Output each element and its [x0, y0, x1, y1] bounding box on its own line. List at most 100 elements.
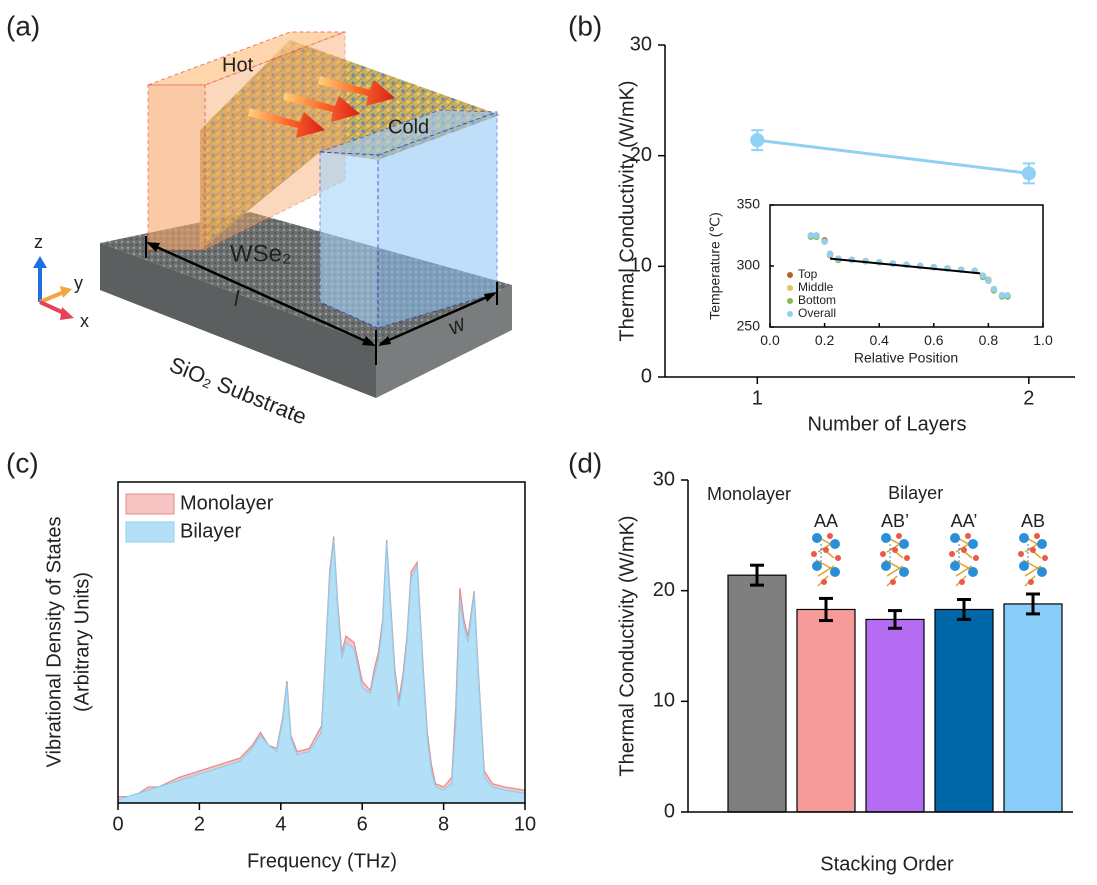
atom	[949, 551, 955, 557]
category-label: AB’	[881, 511, 909, 531]
panel-label: (b)	[568, 10, 602, 41]
chart-bar: (d) Stacking Order Thermal Conductivity (W…	[568, 447, 1073, 875]
area-fill	[118, 539, 525, 803]
cold-box	[377, 111, 498, 329]
stacking-icon	[1018, 533, 1048, 587]
legend-label: Bottom	[798, 293, 836, 307]
atom	[950, 533, 960, 543]
point	[807, 232, 815, 239]
point	[813, 232, 820, 239]
arrowhead	[362, 336, 376, 346]
bond	[817, 565, 835, 577]
y-axis-label: Temperature (℃)	[707, 212, 723, 320]
atom	[890, 579, 896, 585]
y-tick-label: 10	[653, 690, 675, 712]
atom	[1028, 579, 1034, 585]
legend-label: Bilayer	[180, 520, 241, 542]
atom	[1019, 561, 1029, 571]
y-axis-label: Thermal Conductivity (W/mK)	[616, 80, 638, 341]
atom	[950, 561, 960, 571]
x-tick-label: 2	[1023, 387, 1034, 409]
x-tick-label: 0	[112, 813, 123, 835]
atom	[830, 539, 840, 549]
y-tick-label: 20	[653, 579, 675, 601]
x-axis-label: Frequency (THz)	[247, 850, 397, 872]
atom	[830, 567, 840, 577]
atom	[812, 533, 822, 543]
chart-scatter: Relative Position Temperature (℃) 250 300 35…	[707, 196, 1053, 366]
stacking-icon	[949, 533, 979, 587]
legend-marker	[787, 272, 793, 278]
legend-swatch	[125, 493, 175, 515]
atom	[1034, 533, 1040, 539]
chart-line: (b) Number of Layers Thermal Conductivity …	[568, 10, 1075, 435]
x-axis-label: Relative Position	[854, 350, 958, 366]
x-tick-label: 0.0	[760, 332, 780, 348]
point	[990, 285, 998, 293]
fit-line	[829, 257, 981, 275]
arrowhead	[484, 292, 497, 302]
atom	[973, 555, 979, 561]
panel-label: (c)	[6, 447, 39, 478]
atom	[959, 579, 965, 585]
axis-name: y	[74, 273, 83, 293]
stacking-icon	[880, 533, 910, 587]
atom	[880, 551, 886, 557]
point	[826, 250, 834, 257]
y-tick-label: 250	[737, 318, 761, 334]
y-axis-label: Thermal Conductivity (W/mK)	[616, 515, 638, 776]
atom	[1037, 539, 1047, 549]
atom	[899, 567, 909, 577]
hot-box	[147, 31, 346, 86]
atom	[965, 533, 971, 539]
y-tick-label: 0	[664, 800, 675, 822]
atom	[811, 551, 817, 557]
bond	[955, 565, 973, 577]
y-tick-label: 10	[630, 255, 652, 277]
atom	[1042, 555, 1048, 561]
cold-box	[319, 151, 379, 329]
panel-label: (d)	[568, 447, 602, 478]
atom	[1019, 533, 1029, 543]
x-tick-label: 0.8	[979, 332, 999, 348]
point	[1021, 166, 1036, 181]
bar	[727, 574, 787, 813]
point	[750, 133, 765, 148]
legend-swatch	[125, 521, 175, 543]
substrate-side	[376, 285, 512, 398]
atom	[892, 547, 898, 553]
arrowhead	[378, 336, 391, 346]
group-label: Bilayer	[888, 483, 943, 503]
bond	[1024, 565, 1042, 577]
panel-label: (a)	[6, 10, 40, 41]
y-tick-label: 30	[630, 33, 652, 55]
substrate-side	[100, 243, 376, 398]
area-line	[117, 539, 526, 801]
y-tick-label: 350	[737, 196, 761, 212]
category-label: AB	[1021, 511, 1045, 531]
atom	[1037, 567, 1047, 577]
y-tick-label: 30	[653, 468, 675, 490]
plot-frame	[117, 481, 526, 804]
arrowhead	[60, 286, 72, 298]
cold-label: Cold	[388, 116, 429, 138]
hot-label: Hot	[222, 54, 254, 76]
heat-arrow	[318, 76, 395, 106]
arrowhead	[146, 242, 160, 252]
atom	[827, 533, 833, 539]
atom	[1030, 547, 1036, 553]
heat-arrow	[283, 92, 360, 122]
x-tick-label: 0.6	[924, 332, 944, 348]
atom	[968, 539, 978, 549]
legend-label: Middle	[798, 280, 834, 294]
legend-marker	[787, 298, 793, 304]
panel-a: (a) Hot Cold WSe₂ l w SiO₂ Substrate	[6, 10, 512, 430]
atom	[904, 555, 910, 561]
legend-label: Overall	[798, 306, 836, 320]
length-label: l	[234, 286, 240, 311]
bar	[865, 618, 925, 813]
x-tick-label: 0.4	[869, 332, 889, 348]
x-axis-label: Number of Layers	[808, 413, 967, 435]
atom	[823, 547, 829, 553]
x-tick-label: 1	[752, 387, 763, 409]
